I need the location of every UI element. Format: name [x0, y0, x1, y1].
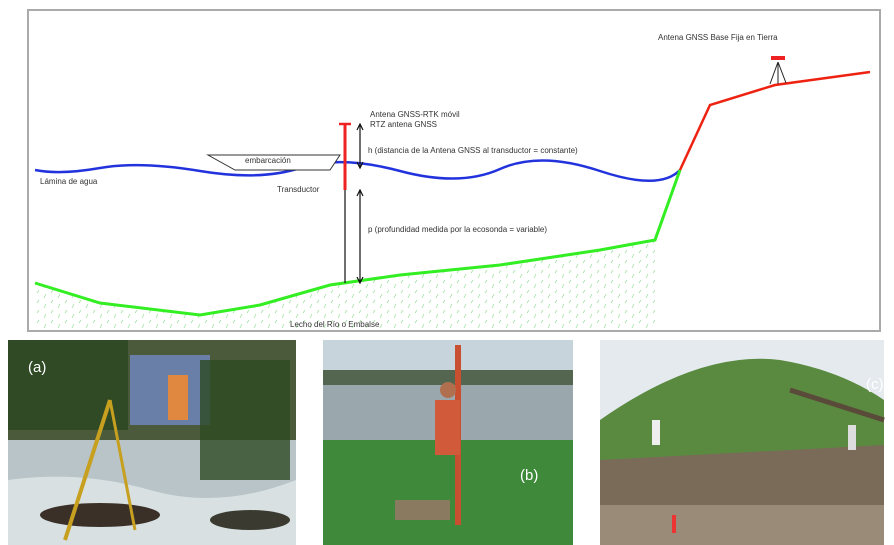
photo-b: (b)	[323, 340, 573, 545]
label: h (distancia de la Antena GNSS al transd…	[368, 146, 578, 155]
photo-label: (b)	[520, 467, 538, 484]
photo-label: (c)	[866, 376, 884, 393]
photo-label: (a)	[28, 359, 46, 376]
label: embarcación	[245, 156, 291, 165]
label: Lecho del Río o Embalse	[290, 320, 380, 329]
figure: Antena GNSS Base Fija en Tierra Antena G…	[0, 0, 894, 545]
diagram: Antena GNSS Base Fija en Tierra Antena G…	[28, 10, 880, 331]
label: Transductor	[277, 185, 320, 194]
label: RTZ antena GNSS	[370, 120, 437, 129]
label: Antena GNSS Base Fija en Tierra	[658, 33, 778, 42]
photo-a: (a)	[8, 340, 296, 545]
photo-c: (c)	[600, 340, 884, 545]
page: Antena GNSS Base Fija en Tierra Antena G…	[0, 0, 894, 545]
label: p (profundidad medida por la ecosonda = …	[368, 225, 547, 234]
label: Lámina de agua	[40, 177, 98, 186]
label: Antena GNSS-RTK móvil	[370, 110, 460, 119]
